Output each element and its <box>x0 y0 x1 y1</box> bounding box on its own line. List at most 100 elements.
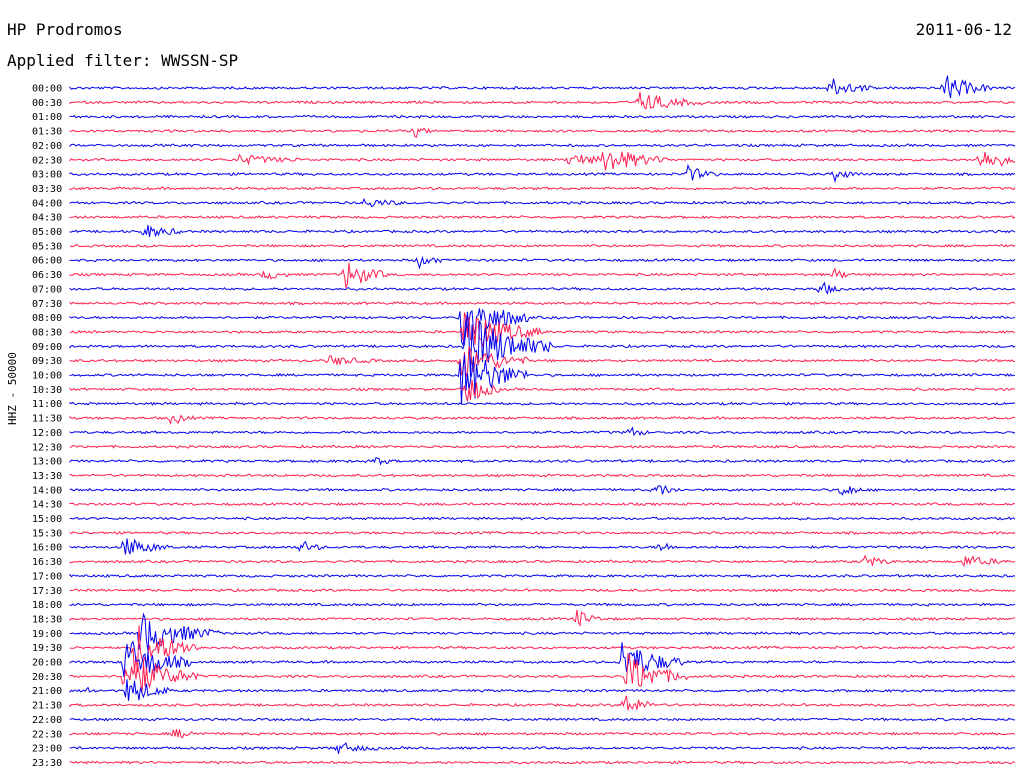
time-tick-label: 19:00 <box>32 629 62 640</box>
trace-row <box>69 456 1016 466</box>
trace-row <box>69 729 1016 739</box>
trace-row <box>69 679 1016 701</box>
trace-row <box>69 414 1016 425</box>
time-tick-label: 09:00 <box>32 342 62 353</box>
trace-row <box>69 312 1015 347</box>
time-tick-label: 08:00 <box>32 313 62 324</box>
time-tick-label: 20:00 <box>32 658 62 669</box>
trace-row <box>69 311 1016 377</box>
station-title: HP Prodromos <box>7 20 123 39</box>
trace-row <box>69 741 1015 754</box>
time-tick-label: 01:30 <box>32 127 62 138</box>
time-tick-label: 15:00 <box>32 514 62 525</box>
trace-row <box>69 530 1016 536</box>
time-tick-label: 10:00 <box>32 371 62 382</box>
time-tick-label: 05:30 <box>32 241 62 252</box>
time-tick-label: 06:30 <box>32 270 62 281</box>
trace-row <box>69 473 1016 478</box>
time-tick-label: 18:30 <box>32 614 62 625</box>
time-tick-label: 22:00 <box>32 715 62 726</box>
time-tick-label: 14:00 <box>32 485 62 496</box>
trace-row <box>69 426 1016 437</box>
trace-row <box>69 308 1016 347</box>
trace-row <box>69 186 1016 191</box>
trace-row <box>69 760 1016 765</box>
time-tick-label: 10:30 <box>32 385 62 396</box>
time-tick-label: 06:00 <box>32 256 62 267</box>
time-tick-label: 11:00 <box>32 399 62 410</box>
time-tick-label: 02:30 <box>32 155 62 166</box>
time-tick-label: 09:30 <box>32 356 62 367</box>
trace-row <box>69 587 1016 593</box>
trace-row <box>69 538 1016 555</box>
time-tick-label: 12:30 <box>32 442 62 453</box>
trace-row <box>69 75 1016 99</box>
trace-row <box>69 215 1016 220</box>
trace-row <box>69 255 1016 270</box>
trace-row <box>69 602 1016 607</box>
time-tick-label: 21:30 <box>32 701 62 712</box>
time-tick-label: 20:30 <box>32 672 62 683</box>
time-tick-label: 07:30 <box>32 299 62 310</box>
time-tick-label: 08:30 <box>32 327 62 338</box>
trace-row <box>69 143 1016 148</box>
time-tick-label: 12:00 <box>32 428 62 439</box>
time-tick-label: 16:00 <box>32 543 62 554</box>
trace-row <box>69 612 1016 652</box>
time-tick-label: 03:30 <box>32 184 62 195</box>
time-tick-label: 03:00 <box>32 170 62 181</box>
time-tick-label: 04:30 <box>32 213 62 224</box>
trace-row <box>69 516 1016 521</box>
time-tick-label: 15:30 <box>32 528 62 539</box>
trace-row <box>69 379 1016 402</box>
trace-row <box>69 573 1016 578</box>
trace-row <box>69 262 1016 289</box>
time-tick-label: 13:00 <box>32 457 62 468</box>
trace-row <box>69 114 1016 119</box>
trace-row <box>69 91 1016 110</box>
time-tick-label: 02:00 <box>32 141 62 152</box>
time-tick-label: 17:00 <box>32 571 62 582</box>
time-tick-label: 22:30 <box>32 729 62 740</box>
time-tick-label: 16:30 <box>32 557 62 568</box>
time-tick-label: 19:30 <box>32 643 62 654</box>
trace-row <box>69 484 1016 496</box>
time-tick-label: 17:30 <box>32 586 62 597</box>
trace-row <box>69 243 1016 248</box>
trace-row <box>69 127 1016 138</box>
trace-row <box>69 717 1016 722</box>
trace-row <box>69 163 1016 184</box>
time-tick-label: 00:30 <box>32 98 62 109</box>
time-tick-label: 23:00 <box>32 744 62 755</box>
time-tick-label: 23:30 <box>32 758 62 769</box>
trace-row <box>69 609 1016 628</box>
trace-row <box>69 224 1016 238</box>
trace-row <box>69 151 1016 171</box>
trace-row <box>69 444 1016 449</box>
trace-row <box>69 281 1016 295</box>
trace-row <box>69 345 1016 378</box>
time-tick-label: 07:00 <box>32 284 62 295</box>
filter-label: Applied filter: WWSSN-SP <box>7 51 239 70</box>
trace-row <box>69 502 1016 507</box>
trace-row <box>69 301 1016 306</box>
trace-row <box>69 197 1016 208</box>
time-tick-label: 13:30 <box>32 471 62 482</box>
trace-row <box>69 554 1016 568</box>
time-tick-label: 04:00 <box>32 198 62 209</box>
trace-row <box>69 354 1016 405</box>
time-tick-label: 01:00 <box>32 112 62 123</box>
time-tick-label: 05:00 <box>32 227 62 238</box>
trace-row <box>69 695 1016 711</box>
trace-row <box>69 652 1016 693</box>
time-tick-label: 00:00 <box>32 84 62 95</box>
time-tick-label: 14:30 <box>32 500 62 511</box>
trace-row <box>69 401 1016 406</box>
time-tick-label: 21:00 <box>32 686 62 697</box>
time-tick-label: 11:30 <box>32 414 62 425</box>
time-tick-label: 18:00 <box>32 600 62 611</box>
date-label: 2011-06-12 <box>915 20 1012 39</box>
trace-row <box>69 640 1016 677</box>
trace-row <box>69 625 1016 673</box>
